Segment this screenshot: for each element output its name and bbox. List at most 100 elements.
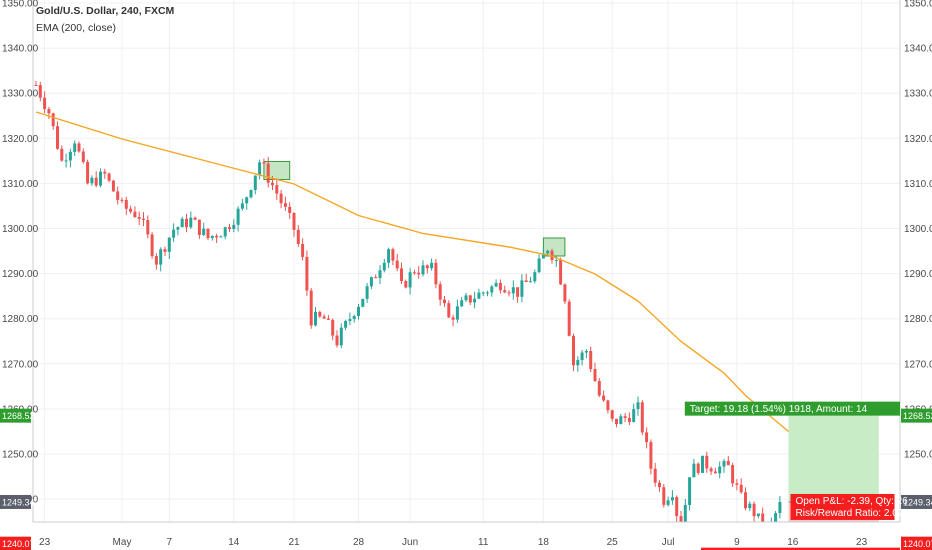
candle-body: [421, 265, 425, 275]
x-tick-label: 21: [288, 537, 300, 548]
candles-layer: [34, 80, 782, 544]
price-tag-left: 1240.07: [2, 539, 35, 549]
candle-body: [90, 177, 94, 184]
candle-body: [701, 455, 704, 473]
candle-body: [245, 197, 249, 204]
time-axis-bg: [0, 522, 932, 550]
candle-body: [649, 442, 653, 469]
candle-body: [752, 503, 756, 517]
candle-body: [172, 229, 176, 238]
candle-body: [206, 228, 210, 239]
candle-body: [86, 161, 90, 184]
candle-body: [94, 177, 98, 186]
candle-body: [176, 227, 180, 230]
y-tick-label-left: 1280.00: [2, 314, 39, 325]
candle-body: [572, 335, 575, 366]
candle-body: [473, 298, 477, 303]
candle-body: [279, 193, 283, 204]
candle-body: [597, 381, 601, 396]
price-tag-left: 1268.52: [2, 411, 35, 421]
candle-body: [511, 287, 515, 294]
candle-body: [490, 286, 494, 293]
candle-body: [778, 501, 782, 514]
candle-body: [314, 311, 317, 326]
candle-body: [309, 290, 313, 326]
candle-body: [197, 219, 201, 236]
price-tag-right-bg: [901, 408, 932, 423]
candle-body: [253, 175, 257, 190]
candle-body: [541, 253, 545, 259]
candle-body: [602, 395, 606, 401]
y-tick-label-left: 1290.00: [2, 269, 39, 280]
candle-body: [142, 218, 145, 220]
candle-body: [584, 350, 588, 353]
candle-body: [546, 250, 550, 254]
candle-body: [748, 503, 752, 509]
candle-body: [369, 277, 373, 287]
candle-body: [271, 182, 274, 186]
candle-body: [266, 163, 270, 183]
symbol-title: Gold/U.S. Dollar, 240, FXCM: [36, 5, 175, 17]
price-tag-left-bg: [0, 536, 31, 550]
x-tick-label: 7: [167, 537, 173, 548]
candle-body: [292, 212, 296, 230]
x-tick-label: 28: [353, 537, 365, 548]
candle-body: [288, 206, 292, 213]
candle-body: [146, 219, 150, 235]
target-label-bg: [684, 401, 900, 416]
highlight-layer: [263, 160, 566, 257]
candle-body: [632, 409, 636, 422]
candle-body: [718, 466, 722, 474]
candle-body: [215, 235, 219, 238]
candle-body: [744, 492, 747, 509]
x-tick-label: 23: [856, 537, 868, 548]
candle-body: [481, 292, 485, 294]
candle-body: [443, 299, 446, 304]
candle-body: [563, 284, 567, 302]
candle-body: [516, 287, 520, 297]
candle-body: [68, 151, 72, 161]
candle-body: [645, 432, 649, 443]
candle-body: [627, 418, 631, 422]
candle-body: [81, 151, 85, 162]
candle-body: [709, 468, 713, 472]
x-tick-label: 9: [734, 537, 740, 548]
candle-body: [658, 482, 661, 488]
candle-body: [395, 260, 399, 269]
candle-body: [662, 487, 666, 505]
candle-body: [692, 463, 696, 478]
candle-body: [670, 497, 674, 501]
candle-body: [378, 270, 382, 278]
candle-body: [361, 298, 365, 307]
candle-body: [331, 319, 335, 336]
candle-body: [675, 497, 679, 517]
candle-body: [615, 418, 618, 425]
pnl-line2: Risk/Reward Ratio: 2.07: [796, 508, 904, 519]
candle-body: [77, 143, 81, 152]
price-tag-right-bg: [901, 536, 932, 550]
candle-body: [348, 319, 352, 321]
grid-layer: [33, 0, 900, 522]
candle-body: [455, 306, 459, 320]
candle-body: [430, 262, 434, 269]
candle-body: [460, 300, 464, 307]
y-tick-label-right: 1330.00: [904, 89, 932, 100]
candle-body: [619, 416, 623, 425]
candle-body: [38, 85, 42, 98]
candle-body: [249, 189, 253, 198]
candle-body: [567, 301, 571, 336]
candle-body: [223, 227, 227, 237]
candle-body: [193, 217, 197, 220]
candle-body: [554, 260, 558, 262]
y-tick-label-left: 1320.00: [2, 134, 39, 145]
candle-body: [688, 477, 692, 505]
candle-body: [468, 295, 472, 303]
y-tick-label-left: 1250.00: [2, 450, 39, 461]
candle-body: [387, 249, 391, 263]
candle-body: [167, 237, 171, 252]
candle-body: [305, 256, 309, 291]
candle-body: [107, 173, 111, 181]
candle-body: [756, 513, 760, 517]
